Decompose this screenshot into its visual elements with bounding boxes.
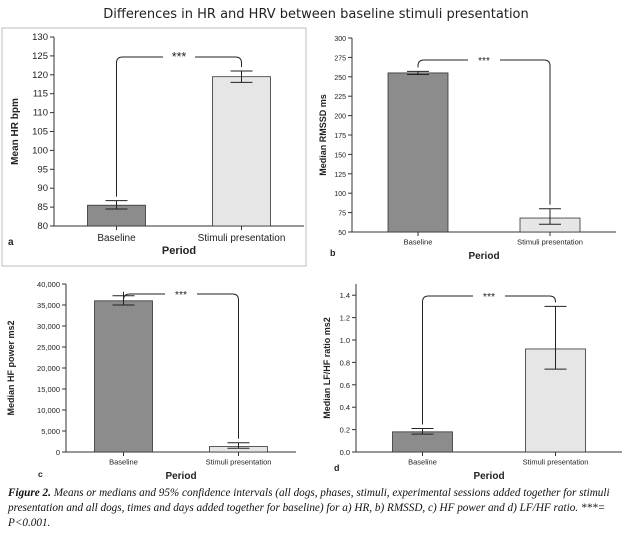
y-tick-label: 175: [334, 133, 346, 140]
x-tick-label: Stimuli presentation: [523, 458, 589, 467]
bar-baseline: [392, 431, 453, 453]
y-tick-label: 0.2: [340, 426, 350, 435]
figure-caption: Figure 2. Means or medians and 95% confi…: [8, 486, 628, 531]
y-tick-label: 225: [334, 94, 346, 101]
y-tick-label: 30,000: [37, 322, 60, 331]
y-tick-label: 95: [37, 164, 48, 175]
y-tick-label: 200: [334, 114, 346, 121]
significance-label: ***: [175, 289, 187, 301]
y-tick-label: 130: [32, 32, 48, 43]
significance-label: ***: [172, 50, 187, 64]
y-tick-label: 25,000: [37, 343, 60, 352]
y-tick-label: 75: [338, 211, 346, 218]
significance-mask: [468, 54, 500, 66]
y-tick-label: 85: [37, 202, 48, 213]
figure-title: Differences in HR and HRV between baseli…: [103, 7, 529, 22]
bar-baseline: [94, 300, 153, 453]
y-tick-label: 0.8: [340, 358, 350, 367]
x-tick-label: Stimuli presentation: [198, 233, 286, 244]
y-axis-label: Median LF/HF ratio ms2: [322, 317, 332, 419]
panel-label: b: [330, 248, 336, 258]
y-tick-label: 120: [32, 70, 48, 81]
y-tick-label: 5,000: [41, 427, 60, 436]
significance-mask: [163, 51, 195, 63]
y-tick-label: 0.0: [340, 448, 350, 457]
y-tick-label: 1.0: [340, 336, 350, 345]
panel-border: [1, 27, 307, 267]
y-tick-label: 15,000: [37, 385, 60, 394]
x-tick-label: Baseline: [97, 233, 136, 244]
y-tick-label: 100: [334, 191, 346, 198]
x-tick-label: Baseline: [408, 458, 437, 467]
significance-mask: [165, 288, 197, 300]
chart-panel-d: 0.0 0.2 0.4 0.6 0.8 1.0 1.2 1.4 Baseline Stimuli …: [322, 284, 622, 482]
y-tick-label: 0.6: [340, 381, 350, 390]
x-axis-label: Period: [165, 471, 196, 482]
chart-panel-c: 0 5,000 10,000 15,000 20,000 25,000 30,000 35,0…: [6, 280, 296, 482]
x-axis-label: Period: [473, 471, 504, 482]
y-tick-label: 50: [338, 230, 346, 237]
y-tick-label: 0.4: [340, 403, 350, 412]
y-axis-label: Median HF power ms2: [6, 320, 16, 415]
y-tick-label: 150: [334, 152, 346, 159]
panel-label: c: [38, 469, 43, 479]
x-tick-label: Baseline: [404, 238, 433, 247]
panel-label: d: [334, 463, 340, 473]
x-tick-label: Stimuli presentation: [206, 458, 272, 467]
chart-panel-a: 80 85 90 95 100 105 110 115 120 125 130 Baseline Sti…: [1, 27, 307, 267]
caption-text: Means or medians and 95% confidence inte…: [8, 487, 610, 529]
y-tick-label: 250: [334, 75, 346, 82]
y-tick-label: 125: [334, 172, 346, 179]
panel-label: a: [8, 237, 14, 248]
significance-label: ***: [478, 56, 490, 67]
y-tick-label: 40,000: [37, 280, 60, 289]
bar-baseline: [387, 72, 449, 233]
x-tick-label: Baseline: [109, 458, 138, 467]
bar-stimuli: [212, 76, 271, 227]
x-tick-label: Stimuli presentation: [517, 238, 583, 247]
caption-label: Figure 2.: [8, 487, 51, 499]
y-axis-label: Median RMSSD ms: [318, 94, 328, 176]
y-tick-label: 80: [37, 221, 48, 232]
y-tick-label: 0: [56, 448, 60, 457]
y-tick-label: 1.2: [340, 314, 350, 323]
x-axis-label: Period: [468, 251, 499, 262]
y-tick-label: 1.4: [340, 291, 350, 300]
y-tick-label: 10,000: [37, 406, 60, 415]
y-tick-label: 300: [334, 36, 346, 43]
y-tick-label: 100: [32, 145, 48, 156]
y-tick-label: 105: [32, 127, 48, 138]
y-axis-label: Mean HR bpm: [10, 98, 21, 165]
y-tick-label: 115: [33, 89, 48, 100]
y-tick-label: 275: [334, 55, 346, 62]
y-tick-label: 20,000: [37, 364, 60, 373]
significance-mask: [473, 290, 505, 302]
y-tick-label: 90: [37, 183, 48, 194]
x-axis-label: Period: [162, 245, 196, 257]
chart-panel-b: 50 75 100 125 150 175 200 225 250 275 300 Baseline S…: [318, 36, 616, 262]
significance-label: ***: [483, 291, 495, 303]
y-tick-label: 35,000: [37, 301, 60, 310]
y-tick-label: 110: [33, 108, 48, 119]
y-tick-label: 125: [32, 51, 48, 62]
